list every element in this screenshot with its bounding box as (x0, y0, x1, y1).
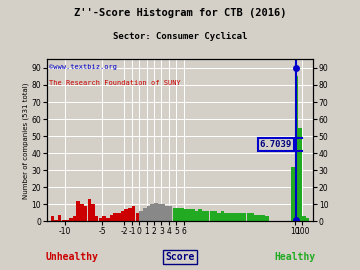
Bar (91, 204, 95, 221)
Text: Sector: Consumer Cyclical: Sector: Consumer Cyclical (113, 32, 247, 41)
Bar (298, 128, 302, 221)
Bar (132, 206, 135, 221)
Text: Unhealthy: Unhealthy (46, 252, 98, 262)
Bar (261, 215, 265, 221)
Bar (191, 210, 195, 221)
Bar (198, 210, 202, 221)
Bar (128, 208, 132, 221)
Bar (206, 211, 210, 221)
Bar (258, 215, 261, 221)
Bar (139, 211, 143, 221)
Bar (125, 210, 128, 221)
Bar (250, 213, 254, 221)
Bar (69, 218, 73, 221)
Y-axis label: Number of companies (531 total): Number of companies (531 total) (22, 82, 29, 199)
Bar (162, 204, 165, 221)
Bar (180, 208, 184, 221)
Bar (169, 206, 172, 221)
Bar (154, 203, 158, 221)
Bar (158, 204, 161, 221)
Bar (232, 213, 235, 221)
Bar (239, 213, 243, 221)
Text: Score: Score (165, 252, 195, 262)
Bar (213, 211, 217, 221)
Bar (184, 210, 187, 221)
Bar (188, 210, 191, 221)
Bar (202, 211, 206, 221)
Bar (295, 76, 298, 221)
Bar (99, 218, 102, 221)
Bar (265, 216, 269, 221)
Bar (87, 199, 91, 221)
Bar (235, 213, 239, 221)
Bar (217, 213, 221, 221)
Bar (224, 213, 228, 221)
Bar (76, 201, 80, 221)
Bar (150, 204, 154, 221)
Bar (50, 216, 54, 221)
Bar (143, 208, 147, 221)
Text: 6.7039: 6.7039 (260, 140, 292, 149)
Bar (228, 213, 231, 221)
Bar (84, 206, 87, 221)
Bar (254, 215, 257, 221)
Bar (73, 216, 76, 221)
Bar (165, 206, 169, 221)
Bar (110, 215, 113, 221)
Bar (54, 220, 58, 221)
Bar (95, 216, 98, 221)
Bar (247, 213, 250, 221)
Bar (102, 216, 106, 221)
Text: The Research Foundation of SUNY: The Research Foundation of SUNY (49, 80, 181, 86)
Bar (58, 215, 62, 221)
Bar (121, 211, 124, 221)
Bar (243, 213, 247, 221)
Bar (291, 167, 294, 221)
Text: Z''-Score Histogram for CTB (2016): Z''-Score Histogram for CTB (2016) (74, 8, 286, 18)
Bar (210, 211, 213, 221)
Text: Healthy: Healthy (275, 252, 316, 262)
Bar (117, 213, 121, 221)
Text: ©www.textbiz.org: ©www.textbiz.org (49, 64, 117, 70)
Bar (195, 211, 198, 221)
Bar (65, 220, 69, 221)
Bar (62, 220, 65, 221)
Bar (172, 208, 176, 221)
Bar (176, 208, 180, 221)
Bar (302, 216, 306, 221)
Bar (221, 211, 224, 221)
Bar (306, 218, 309, 221)
Bar (147, 206, 150, 221)
Bar (113, 213, 117, 221)
Bar (80, 204, 84, 221)
Bar (106, 218, 109, 221)
Bar (136, 213, 139, 221)
